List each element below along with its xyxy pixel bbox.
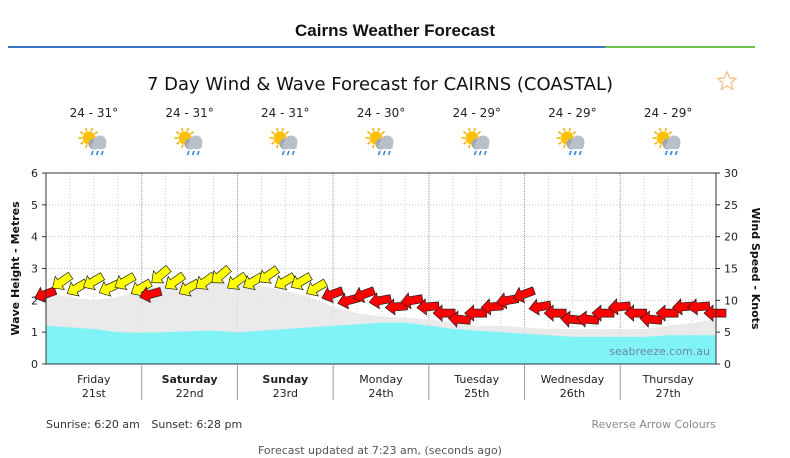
wind-arrow: [352, 286, 376, 304]
wind-wave-chart: seabreeze.com.au 0 1 2 3 4 5 6 0 5 10 15 20 25 30 Wave …: [9, 167, 762, 400]
x-date-label: 23rd: [273, 387, 298, 400]
wind-arrow: [66, 278, 89, 297]
y-right-tick-label: 5: [724, 326, 731, 339]
wind-arrow: [703, 304, 727, 322]
x-date-label: 22nd: [176, 387, 204, 400]
y-left-tick-label: 5: [31, 199, 38, 212]
y-left-tick-label: 4: [31, 231, 38, 244]
wind-arrow: [416, 298, 440, 316]
y-left-tick-label: 3: [31, 263, 38, 276]
chart-title: 7 Day Wind & Wave Forecast for CAIRNS (C…: [146, 74, 614, 95]
wind-arrow: [543, 304, 567, 322]
x-date-label: 26th: [560, 387, 585, 400]
page-title: Cairns Weather Forecast: [295, 21, 495, 40]
sun-cloud-rain-icon: [269, 127, 298, 156]
wind-arrow: [98, 279, 122, 297]
x-day-label: Monday: [359, 373, 403, 386]
wind-arrow: [178, 278, 201, 297]
wind-arrow: [400, 292, 424, 310]
x-date-label: 27th: [655, 387, 680, 400]
day-temp-range: 24 - 29°: [643, 106, 693, 120]
wind-arrow: [151, 264, 172, 284]
wind-arrow: [671, 298, 696, 316]
x-day-label: Wednesday: [541, 373, 605, 386]
wind-arrow: [139, 286, 163, 304]
wind-arrow: [227, 271, 249, 290]
day-summary: 24 - 31°: [237, 105, 333, 157]
wind-arrow: [164, 271, 187, 290]
day-summary: 24 - 31°: [46, 105, 142, 157]
sun-cloud-rain-icon: [652, 127, 681, 156]
y-left-tick-label: 1: [31, 326, 38, 339]
y-right-tick-label: 25: [724, 199, 738, 212]
day-temp-range: 24 - 29°: [452, 106, 501, 120]
watermark-text: seabreeze.com.au: [609, 345, 710, 358]
wind-arrow: [528, 298, 552, 316]
y-right-tick-label: 0: [724, 358, 731, 371]
x-date-label: 25th: [464, 387, 489, 400]
wind-arrow: [290, 272, 313, 291]
wind-arrow: [368, 292, 392, 310]
wind-arrow: [130, 278, 153, 297]
wind-arrow: [512, 286, 536, 304]
wave-height-area: [46, 322, 716, 364]
day-temp-range: 24 - 31°: [165, 106, 214, 120]
wind-arrow: [83, 272, 106, 291]
y-left-tick-label: 2: [31, 294, 38, 307]
y-right-tick-label: 10: [724, 294, 738, 307]
page-header: Cairns Weather Forecast: [0, 0, 790, 50]
sun-cloud-rain-icon: [174, 127, 203, 156]
x-day-label: Friday: [77, 373, 111, 386]
wind-arrow: [607, 298, 631, 316]
wind-arrow: [242, 272, 265, 291]
sunset-text: Sunset: 6:28 pm: [151, 418, 243, 431]
y-left-tick-label: 0: [31, 358, 38, 371]
wind-arrow: [195, 271, 217, 290]
day-temp-range: 24 - 29°: [548, 106, 597, 120]
y-right-tick-label: 15: [724, 263, 738, 276]
day-summary-row: 24 - 31° 24 - 31° 24 - 31° 24 - 30° 24 - 29°…: [46, 105, 716, 165]
wind-arrow: [114, 272, 137, 291]
header-rule-green: [605, 46, 755, 48]
wind-arrow: [274, 272, 297, 291]
wind-arrow: [306, 278, 329, 297]
sun-times: Sunrise: 6:20 am Sunset: 6:28 pm: [46, 418, 250, 431]
x-day-label: Saturday: [162, 373, 218, 386]
y-right-tick-label: 30: [724, 167, 738, 180]
wind-arrow: [687, 298, 711, 316]
wind-arrow: [321, 286, 345, 304]
sun-cloud-rain-icon: [556, 127, 585, 156]
sun-cloud-rain-icon: [78, 127, 107, 156]
sunrise-text: Sunrise: 6:20 am: [46, 418, 140, 431]
star-icon[interactable]: [716, 70, 738, 92]
y-right-axis-title: Wind Speed - Knots: [749, 208, 762, 330]
sun-cloud-rain-icon: [461, 127, 490, 156]
y-left-axis-title: Wave Height - Metres: [9, 201, 22, 336]
x-date-label: 21st: [82, 387, 107, 400]
day-summary: 24 - 31°: [142, 105, 238, 157]
day-summary: 24 - 29°: [620, 105, 716, 157]
day-summary: 24 - 29°: [524, 105, 620, 157]
y-left-tick-label: 6: [31, 167, 38, 180]
day-temp-range: 24 - 31°: [69, 106, 119, 120]
wind-arrow: [258, 265, 280, 284]
sun-cloud-rain-icon: [365, 127, 394, 156]
wind-arrow: [211, 264, 232, 284]
wind-arrow: [52, 271, 74, 290]
day-summary: 24 - 30°: [333, 105, 429, 157]
x-date-label: 24th: [368, 387, 393, 400]
y-right-tick-label: 20: [724, 231, 738, 244]
header-rule-blue: [8, 46, 605, 48]
reverse-arrow-colours-link[interactable]: Reverse Arrow Colours: [591, 418, 717, 431]
forecast-updated-text: Forecast updated at 7:23 am, (seconds ag…: [258, 444, 502, 457]
x-day-label: Tuesday: [453, 373, 499, 386]
day-temp-range: 24 - 31°: [261, 106, 310, 120]
x-day-label: Thursday: [642, 373, 695, 386]
x-day-label: Sunday: [262, 373, 308, 386]
day-temp-range: 24 - 30°: [356, 106, 406, 120]
day-summary: 24 - 29°: [429, 105, 525, 157]
